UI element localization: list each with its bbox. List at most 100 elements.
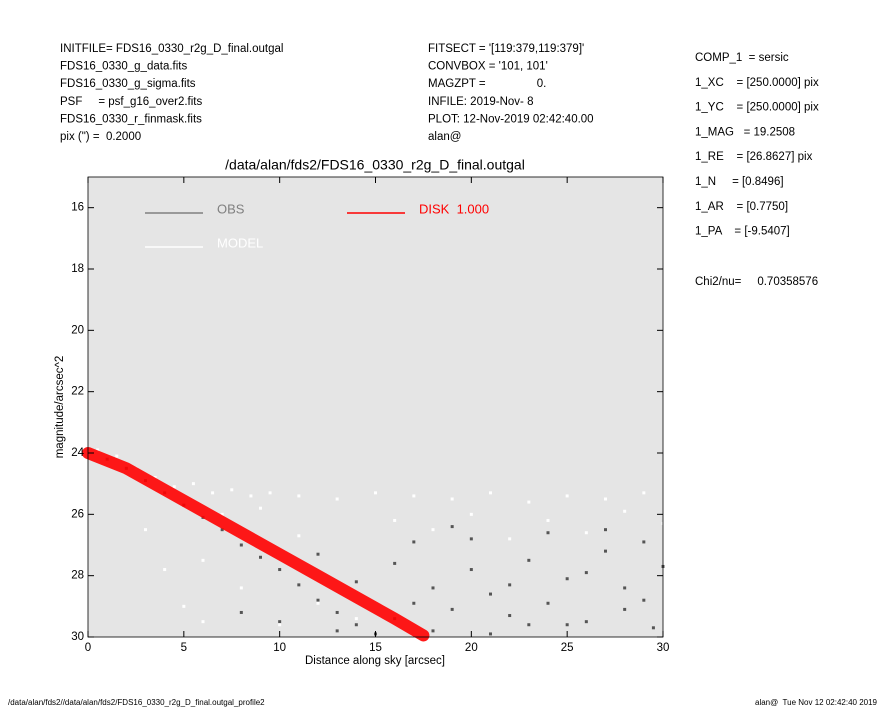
y-tick-label: 18 bbox=[71, 263, 84, 275]
data-point bbox=[584, 531, 588, 535]
data-point bbox=[201, 558, 205, 562]
data-point bbox=[642, 491, 646, 495]
annotation: INITFILE= FDS16_0330_r2g_D_final.outgal bbox=[60, 43, 283, 55]
data-point bbox=[651, 626, 655, 630]
data-point bbox=[335, 610, 339, 614]
x-axis-label: Distance along sky [arcsec] bbox=[305, 655, 445, 667]
data-point bbox=[527, 623, 531, 627]
data-point bbox=[239, 610, 243, 614]
annotation: CONVBOX = '101, 101' bbox=[428, 61, 548, 73]
data-point bbox=[623, 509, 627, 513]
data-point bbox=[565, 577, 569, 581]
model-line bbox=[82, 447, 430, 642]
data-point bbox=[278, 620, 282, 624]
y-axis-label: magnitude/arcsec^2 bbox=[54, 356, 66, 459]
chart-title: /data/alan/fds2/FDS16_0330_r2g_D_final.o… bbox=[225, 157, 525, 173]
data-point bbox=[230, 488, 234, 492]
data-point bbox=[508, 614, 512, 618]
data-point bbox=[431, 528, 435, 532]
annotation: PLOT: 12-Nov-2019 02:42:40.00 bbox=[428, 113, 594, 125]
legend-label: DISK 1.000 bbox=[419, 201, 489, 216]
annotation: 1_AR = [0.7750] bbox=[695, 201, 788, 213]
data-point bbox=[316, 601, 320, 605]
data-point bbox=[584, 571, 588, 575]
x-tick-label: 25 bbox=[561, 642, 574, 654]
annotation: PSF = psf_g16_over2.fits bbox=[60, 96, 202, 108]
data-point bbox=[354, 617, 358, 621]
data-point bbox=[220, 512, 224, 516]
data-point bbox=[191, 482, 195, 486]
annotation: 1_RE = [26.8627] pix bbox=[695, 151, 813, 163]
annotation: MAGZPT = 0. bbox=[428, 78, 546, 90]
x-tick-label: 0 bbox=[85, 642, 91, 654]
annotation: FDS16_0330_r_finmask.fits bbox=[60, 113, 202, 125]
data-point bbox=[508, 583, 512, 587]
data-point bbox=[393, 518, 397, 522]
data-point bbox=[546, 601, 550, 605]
data-point bbox=[96, 448, 100, 452]
footer-right: alan@ Tue Nov 12 02:42:40 2019 bbox=[755, 698, 878, 707]
annotation: FITSECT = '[119:379,119:379]' bbox=[428, 43, 584, 55]
data-point bbox=[316, 598, 320, 602]
data-point bbox=[450, 607, 454, 611]
data-point bbox=[239, 543, 243, 547]
data-point bbox=[565, 494, 569, 498]
data-point bbox=[584, 620, 588, 624]
data-point bbox=[115, 454, 119, 458]
data-point bbox=[316, 552, 320, 556]
data-point bbox=[489, 491, 492, 495]
y-tick-label: 26 bbox=[71, 508, 84, 520]
annotation: 1_PA = [-9.5407] bbox=[695, 226, 790, 238]
annotation: alan@ bbox=[428, 131, 461, 143]
data-point bbox=[182, 604, 186, 608]
x-tick-label: 10 bbox=[273, 642, 286, 654]
annotation: 1_MAG = 19.2508 bbox=[695, 126, 795, 138]
annotation: FDS16_0330_g_sigma.fits bbox=[60, 78, 196, 90]
data-point bbox=[489, 632, 492, 636]
data-point bbox=[297, 494, 301, 498]
data-point bbox=[469, 512, 473, 516]
data-point bbox=[220, 528, 224, 532]
y-tick-label: 28 bbox=[71, 570, 84, 582]
data-point bbox=[642, 540, 646, 544]
footer-left: /data/alan/fds2//data/alan/fds2/FDS16_03… bbox=[8, 698, 265, 707]
annotation: Chi2/nu= 0.70358576 bbox=[695, 276, 818, 288]
data-point bbox=[527, 500, 531, 504]
data-point bbox=[565, 623, 569, 627]
data-point bbox=[431, 586, 435, 590]
legend-label: MODEL bbox=[217, 235, 263, 250]
data-point bbox=[354, 580, 358, 584]
data-point bbox=[431, 629, 435, 633]
x-tick-label: 15 bbox=[369, 642, 382, 654]
data-point bbox=[278, 623, 282, 627]
y-tick-label: 16 bbox=[71, 202, 84, 214]
annotation: 1_YC = [250.0000] pix bbox=[695, 102, 819, 114]
data-point bbox=[412, 601, 416, 605]
data-point bbox=[354, 623, 358, 627]
y-tick-label: 20 bbox=[71, 324, 84, 336]
data-point bbox=[297, 583, 301, 587]
data-point bbox=[393, 561, 397, 565]
x-tick-label: 5 bbox=[181, 642, 187, 654]
plot-area bbox=[88, 177, 663, 637]
annotation: FDS16_0330_g_data.fits bbox=[60, 61, 187, 73]
y-tick-label: 30 bbox=[71, 631, 84, 643]
data-point bbox=[469, 537, 473, 541]
data-point bbox=[259, 555, 262, 559]
data-point bbox=[469, 568, 473, 572]
data-point bbox=[604, 549, 607, 553]
data-point bbox=[642, 598, 646, 602]
data-point bbox=[527, 558, 531, 562]
legend-label: OBS bbox=[217, 201, 245, 216]
data-point bbox=[153, 476, 157, 480]
data-point bbox=[489, 592, 492, 596]
annotation: 1_XC = [250.0000] pix bbox=[695, 77, 819, 89]
data-point bbox=[259, 506, 262, 510]
data-point bbox=[546, 518, 550, 522]
annotation: 1_N = [0.8496] bbox=[695, 176, 784, 188]
data-point bbox=[374, 491, 377, 495]
annotation: pix (") = 0.2000 bbox=[60, 131, 141, 143]
data-point bbox=[450, 525, 454, 529]
data-point bbox=[239, 586, 243, 590]
data-point bbox=[623, 586, 627, 590]
